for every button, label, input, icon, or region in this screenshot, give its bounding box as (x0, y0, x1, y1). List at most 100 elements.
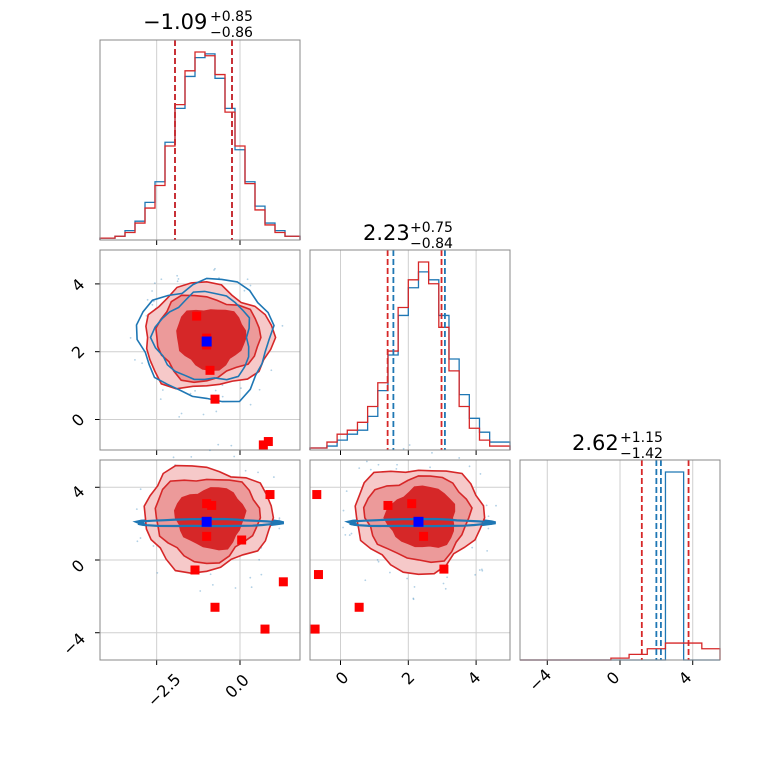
sample-point (358, 467, 361, 470)
sample-point (260, 573, 263, 576)
title-p0-value: −1.09 (143, 10, 207, 34)
y-tick-label: 4 (68, 275, 89, 296)
sample-point (412, 597, 415, 600)
sample-point (233, 455, 236, 458)
sample-point (202, 413, 205, 416)
red-marker (237, 535, 247, 545)
sample-point (221, 395, 224, 398)
histogram-red (99, 51, 301, 240)
red-marker (210, 602, 220, 612)
x-tick-labels-col1: 0 2 4 (332, 668, 485, 689)
sample-point (444, 587, 447, 590)
sample-point (364, 579, 367, 582)
sample-point (246, 278, 249, 281)
sample-point (413, 586, 416, 588)
sample-point (402, 447, 405, 450)
contour-red-level (383, 485, 456, 548)
sample-point (377, 560, 380, 563)
sample-point (278, 517, 281, 520)
title-p1: 2.23 +0.75 −0.84 (363, 220, 453, 252)
x-tick-label: 2 (398, 668, 419, 689)
sample-point (230, 444, 233, 447)
sample-point (209, 573, 212, 576)
sample-point (257, 471, 259, 474)
sample-point (249, 284, 252, 287)
sample-point (270, 369, 273, 372)
sample-point (250, 586, 253, 589)
sample-point (129, 337, 132, 339)
y-tick-labels-row1: 4 2 0 (68, 275, 89, 431)
panel-frame (99, 459, 301, 661)
sample-point (135, 508, 138, 511)
x-tick-label: −4 (525, 665, 555, 695)
y-tick-label: 0 (68, 556, 89, 577)
sample-point (481, 569, 484, 572)
sample-point (479, 473, 482, 475)
sample-point (249, 403, 252, 406)
sample-point (161, 389, 164, 391)
panel-frame (99, 39, 301, 241)
sample-point (180, 412, 183, 415)
sample-point (240, 387, 242, 390)
contour-panel-p0-p1 (95, 249, 301, 455)
sample-point (495, 504, 497, 507)
red-marker (263, 437, 273, 447)
red-marker (265, 490, 275, 500)
title-p1-minus: −0.84 (410, 236, 453, 252)
red-marker (202, 499, 212, 509)
sample-point (348, 534, 351, 536)
sample-point (431, 451, 433, 454)
y-tick-label: 2 (68, 342, 89, 363)
sample-point (412, 598, 415, 601)
sample-point (365, 460, 368, 463)
sample-point (485, 504, 488, 507)
sample-point (172, 456, 175, 459)
red-marker (207, 500, 217, 510)
sample-point (389, 571, 391, 574)
sample-point (478, 569, 481, 571)
blue-marker (201, 516, 212, 527)
sample-point (350, 532, 353, 535)
sample-point (194, 389, 196, 392)
sample-point (214, 267, 216, 270)
sample-point (211, 583, 214, 586)
x-tick-label: 4 (675, 668, 696, 689)
sample-point (342, 526, 344, 529)
x-tick-label: 0 (603, 668, 624, 689)
sample-point (487, 515, 490, 518)
histogram-blue (309, 271, 511, 450)
sample-point (429, 466, 431, 469)
sample-point (376, 559, 379, 561)
sample-point (209, 449, 211, 452)
x-tick-labels-col0: −2.5 0.0 (144, 670, 253, 711)
red-marker (419, 531, 429, 541)
x-tick-labels-col2: −4 0 4 (525, 665, 695, 695)
red-marker (407, 499, 417, 509)
sample-point (243, 289, 246, 292)
red-marker (202, 531, 212, 541)
sample-point (189, 392, 192, 395)
sample-point (249, 576, 252, 579)
x-tick-label: 0.0 (221, 670, 252, 701)
sample-point (281, 324, 284, 327)
title-p1-plus: +0.75 (410, 220, 453, 236)
sample-point (487, 527, 490, 530)
x-tick-label: 4 (464, 668, 485, 689)
sample-point (145, 314, 148, 317)
sample-point (474, 573, 477, 576)
sample-point (176, 274, 179, 277)
sample-point (151, 303, 154, 306)
title-p2: 2.62 +1.15 −1.42 (572, 430, 663, 462)
sample-point (215, 410, 218, 413)
panel-frame (519, 459, 721, 661)
red-marker (205, 365, 215, 375)
sample-point (446, 576, 449, 579)
x-tick-label: 0 (332, 668, 353, 689)
red-marker (312, 490, 322, 500)
sample-point (480, 568, 483, 571)
blue-marker (413, 516, 424, 527)
panel-frame (99, 249, 301, 451)
red-marker (439, 564, 449, 574)
title-p1-value: 2.23 (363, 221, 410, 245)
